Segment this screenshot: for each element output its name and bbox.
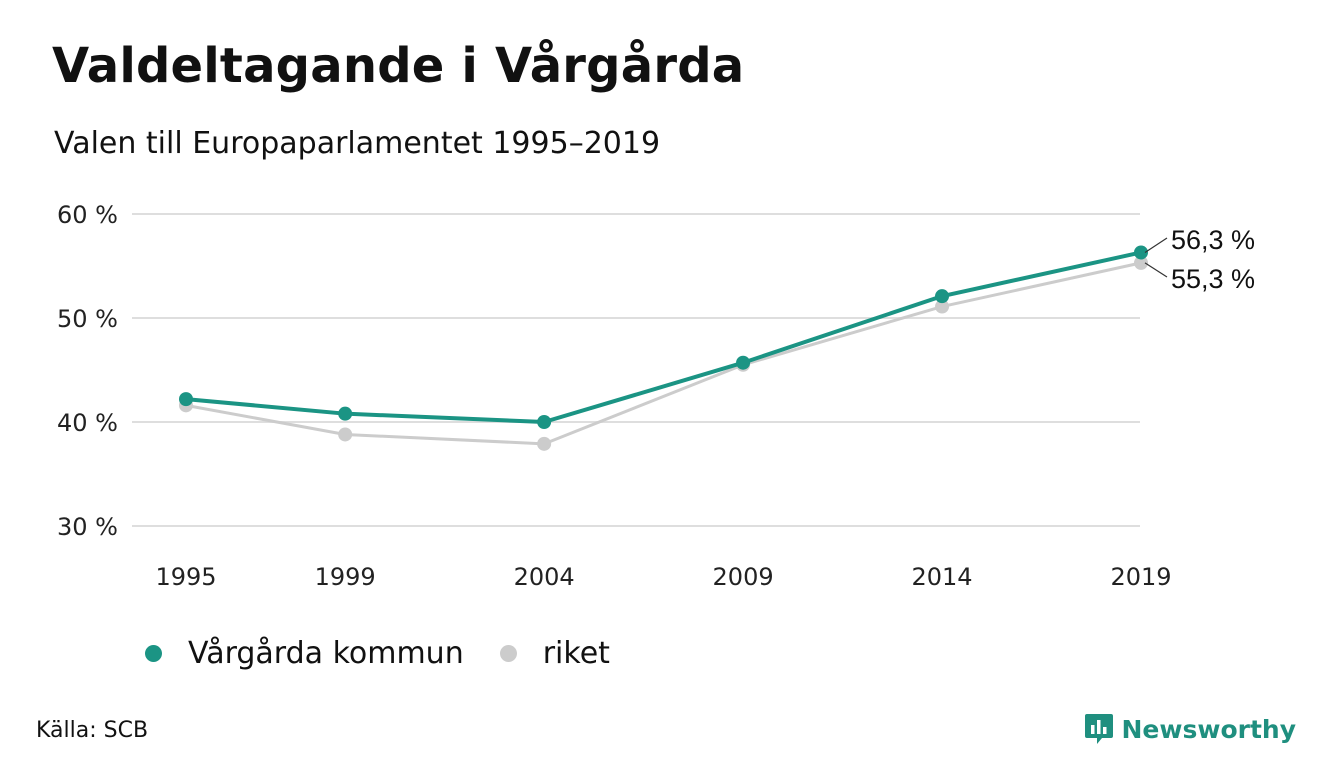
brand-name: Newsworthy bbox=[1121, 714, 1297, 744]
legend-item-1: riket bbox=[499, 636, 610, 671]
series-0 bbox=[179, 245, 1148, 429]
point-1-2004 bbox=[537, 436, 552, 451]
point-1-2019 bbox=[1134, 255, 1148, 270]
y-tick-label-60: 60 % bbox=[57, 201, 118, 229]
y-tick-label-30: 30 % bbox=[57, 513, 118, 541]
x-tick-label-2004: 2004 bbox=[514, 563, 575, 591]
newsworthy-logo-icon bbox=[1084, 714, 1113, 744]
point-0-1995 bbox=[179, 392, 193, 407]
legend-label-1: riket bbox=[542, 636, 610, 671]
series-line-1 bbox=[184, 261, 1143, 446]
brand[interactable]: Newsworthy bbox=[1084, 712, 1297, 746]
source-note: Källa: SCB bbox=[36, 718, 149, 743]
legend-marker-1 bbox=[499, 645, 517, 662]
point-0-2004 bbox=[537, 415, 552, 429]
chart-subtitle: Valen till Europaparlamentet 1995–2019 bbox=[54, 126, 661, 161]
point-0-2019 bbox=[1134, 245, 1148, 260]
point-0-2009 bbox=[736, 355, 751, 370]
end-label-1: 55,3 % bbox=[1171, 264, 1255, 294]
end-label-leader-0 bbox=[1144, 237, 1168, 253]
legend: Vårgårda kommun riket bbox=[145, 636, 646, 671]
x-tick-label-1999: 1999 bbox=[315, 563, 376, 591]
x-tick-label-1995: 1995 bbox=[155, 563, 216, 591]
y-tick-label-50: 50 % bbox=[57, 305, 118, 333]
series-line-0 bbox=[184, 250, 1143, 424]
series-group bbox=[179, 245, 1148, 451]
chart-title: Valdeltagande i Vårgårda bbox=[52, 38, 745, 94]
x-tick-label-2009: 2009 bbox=[713, 563, 774, 591]
point-1-1999 bbox=[338, 427, 353, 442]
x-axis: 1995 1999 2004 2009 2014 2019 bbox=[155, 563, 1171, 591]
point-1-2014 bbox=[935, 299, 950, 314]
legend-label-0: Vårgårda kommun bbox=[188, 636, 464, 671]
y-axis: 60 % 50 % 40 % 30 % bbox=[57, 201, 118, 541]
legend-item-0: Vårgårda kommun bbox=[145, 636, 464, 671]
x-tick-label-2019: 2019 bbox=[1110, 563, 1171, 591]
end-label-0: 56,3 % bbox=[1171, 225, 1255, 255]
legend-marker-0 bbox=[145, 645, 162, 662]
point-0-2014 bbox=[935, 289, 950, 304]
end-labels: 56,3 % 55,3 % bbox=[1144, 225, 1255, 294]
y-tick-label-40: 40 % bbox=[57, 409, 118, 437]
point-0-1999 bbox=[338, 406, 353, 421]
end-label-leader-1 bbox=[1144, 262, 1168, 278]
grid-lines bbox=[132, 213, 1140, 527]
x-tick-label-2014: 2014 bbox=[912, 563, 973, 591]
